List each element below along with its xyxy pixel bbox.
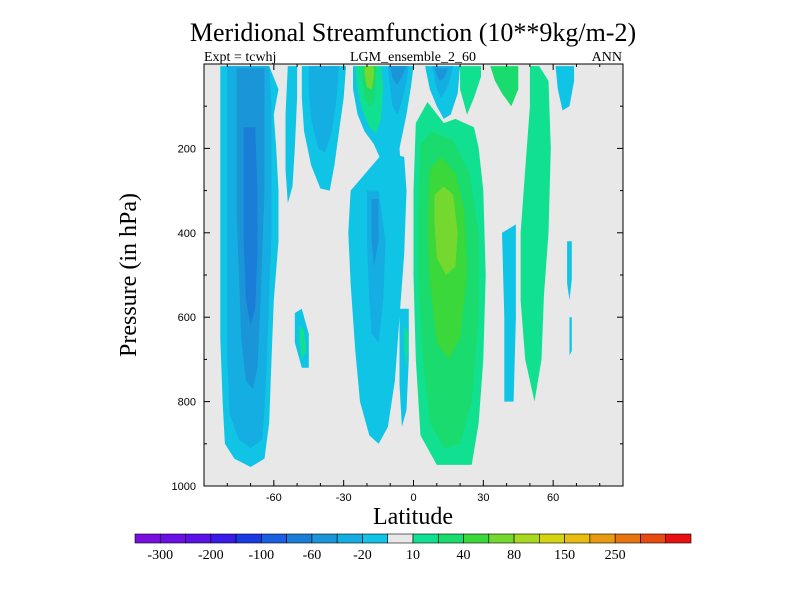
left-subtitle: Expt = tcwhj bbox=[204, 50, 276, 65]
colorbar-box bbox=[210, 533, 237, 544]
center-subtitle: LGM_ensemble_2_60 bbox=[350, 50, 476, 65]
colorbar-box bbox=[336, 533, 363, 544]
y-axis-label: Pressure (in hPa) bbox=[116, 193, 142, 357]
colorbar-label: 150 bbox=[554, 548, 575, 563]
colorbar-box bbox=[412, 533, 439, 544]
contour-regions bbox=[220, 66, 575, 467]
colorbar-box bbox=[564, 533, 591, 544]
x-tick-label: 60 bbox=[547, 492, 559, 504]
x-tick-label: -60 bbox=[266, 492, 282, 504]
contour-region-19 bbox=[299, 325, 307, 360]
contour-region-12 bbox=[390, 66, 407, 86]
colorbar-box bbox=[311, 533, 338, 544]
colorbar-label: -100 bbox=[249, 548, 275, 563]
contour-region-14 bbox=[366, 190, 386, 343]
contour-region-17 bbox=[404, 325, 409, 368]
contour-region-23 bbox=[460, 66, 481, 115]
contour-region-10 bbox=[364, 66, 374, 90]
colorbar-box bbox=[362, 533, 389, 544]
colorbar-box bbox=[286, 533, 313, 544]
y-tick-label: 200 bbox=[178, 143, 196, 155]
colorbar-box bbox=[488, 533, 515, 544]
contour-region-33 bbox=[569, 317, 572, 356]
x-tick-label: 30 bbox=[477, 492, 489, 504]
colorbar-label: -20 bbox=[353, 548, 372, 563]
colorbar-box bbox=[589, 533, 616, 544]
contour-region-31 bbox=[555, 66, 575, 111]
colorbar-label: -200 bbox=[198, 548, 224, 563]
x-axis-label: Latitude bbox=[373, 504, 453, 530]
right-subtitle: ANN bbox=[592, 50, 622, 65]
contour-region-32 bbox=[567, 241, 572, 301]
contour-region-29 bbox=[434, 186, 458, 275]
colorbar-box bbox=[261, 533, 287, 544]
colorbar-box bbox=[640, 533, 667, 544]
colorbar-box bbox=[614, 533, 641, 544]
x-tick-label: -30 bbox=[336, 492, 352, 504]
contour-region-22 bbox=[434, 68, 449, 81]
y-tick-label: 800 bbox=[178, 397, 196, 409]
contour-region-30 bbox=[502, 224, 516, 402]
x-tick-label: 0 bbox=[410, 492, 416, 504]
contour-region-3 bbox=[243, 127, 258, 326]
y-tick-label: 600 bbox=[178, 312, 196, 324]
colorbar-box bbox=[463, 533, 490, 544]
colorbar-box bbox=[665, 533, 692, 544]
colorbar-label: -300 bbox=[147, 548, 173, 563]
colorbar-label: 250 bbox=[605, 548, 626, 563]
contour-region-24 bbox=[488, 66, 551, 402]
colorbar: -300 -200 -100 -60 -20 10 40 80 150 250 bbox=[134, 533, 692, 563]
colorbar-box bbox=[134, 533, 161, 544]
chart-title: Meridional Streamfunction (10**9kg/m-2) bbox=[190, 18, 636, 47]
contour-region-15 bbox=[371, 199, 379, 267]
colorbar-label: 40 bbox=[457, 548, 471, 563]
colorbar-box bbox=[513, 533, 540, 544]
colorbar-box bbox=[539, 533, 565, 544]
contour-region-6 bbox=[308, 66, 339, 153]
colorbar-box bbox=[185, 533, 212, 544]
contour-region-26 bbox=[490, 66, 519, 107]
colorbar-box bbox=[387, 533, 414, 544]
colorbar-box bbox=[437, 533, 464, 544]
y-tick-label: 400 bbox=[178, 228, 196, 240]
colorbar-label: 10 bbox=[406, 548, 420, 563]
contour-region-4 bbox=[285, 66, 298, 204]
axis-ticks: -60 -30 0 30 60 200 400 600 800 1000 bbox=[172, 64, 623, 504]
colorbar-box bbox=[235, 533, 262, 544]
colorbar-label: -60 bbox=[303, 548, 322, 563]
colorbar-box bbox=[159, 533, 186, 544]
colorbar-label: 80 bbox=[507, 548, 521, 563]
y-tick-label: 1000 bbox=[172, 481, 196, 493]
